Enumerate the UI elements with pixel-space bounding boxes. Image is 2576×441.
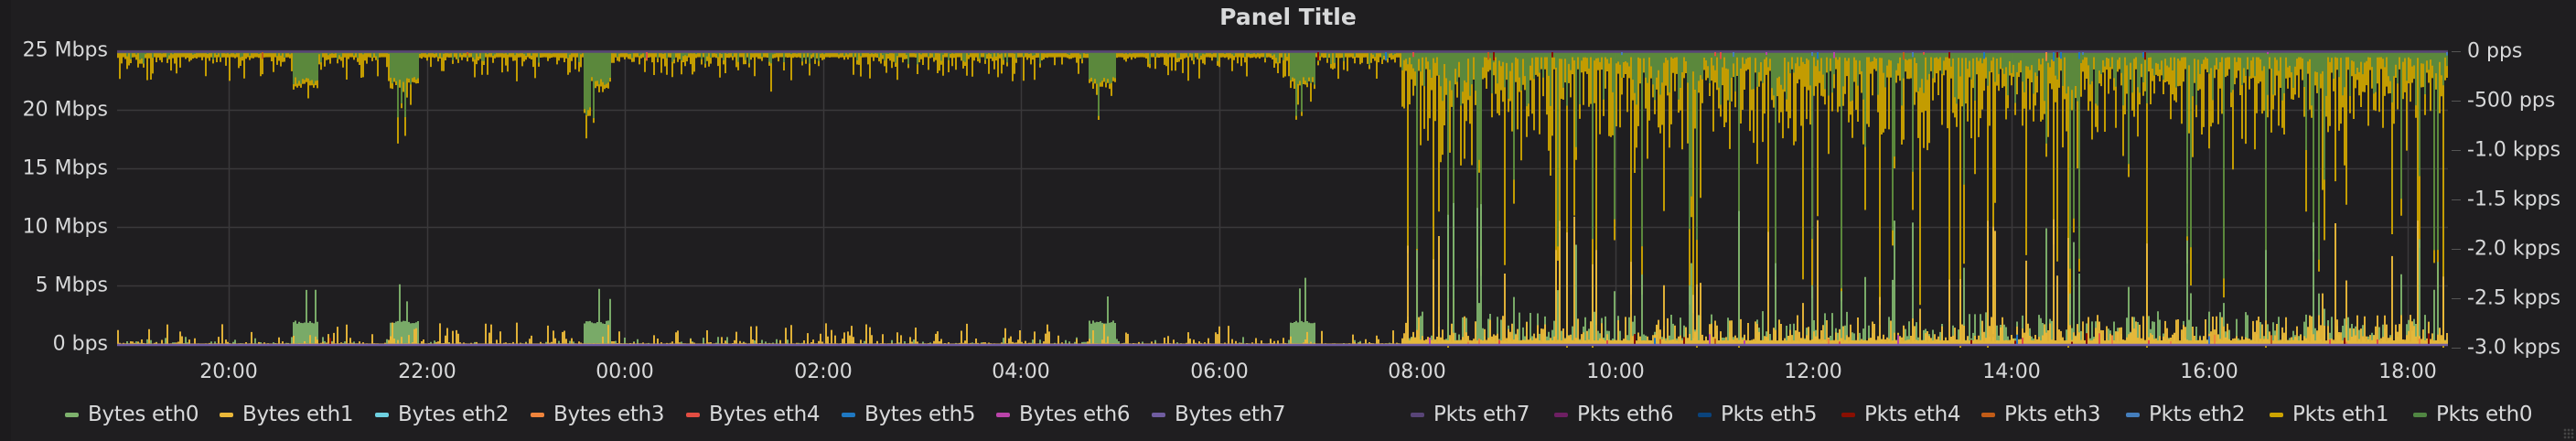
legend-item[interactable]: Pkts eth4	[1841, 400, 1960, 429]
legend-swatch-icon	[1981, 412, 1995, 417]
y-right-tick-label: -2.0 kpps	[2467, 237, 2561, 261]
legend-item[interactable]: Bytes eth2	[375, 400, 510, 429]
y-right-tick-mark	[2452, 51, 2461, 52]
packets-series	[117, 51, 2448, 348]
legend-item[interactable]: Bytes eth1	[220, 400, 354, 429]
x-tick-label: 22:00	[398, 360, 456, 383]
x-tick-label: 06:00	[1190, 360, 1249, 383]
plot-area[interactable]	[117, 48, 2450, 348]
x-tick-label: 14:00	[1982, 360, 2041, 383]
legend-swatch-icon	[65, 412, 79, 417]
panel-title[interactable]: Panel Title	[1219, 4, 1357, 30]
legend-item[interactable]: Bytes eth7	[1152, 400, 1286, 429]
y-right-tick-mark	[2452, 150, 2461, 151]
y-left-tick-label: 25 Mbps	[22, 38, 108, 62]
legend-item[interactable]: Bytes eth5	[842, 400, 976, 429]
bytes-series	[117, 202, 2448, 344]
x-tick-label: 02:00	[794, 360, 853, 383]
legend-item[interactable]: Pkts eth5	[1698, 400, 1817, 429]
legend-item[interactable]: Pkts eth6	[1554, 400, 1673, 429]
legend-swatch-icon	[1554, 412, 1568, 417]
legend-label: Pkts eth6	[1577, 403, 1674, 426]
legend-swatch-icon	[1841, 412, 1855, 417]
y-left-tick-label: 5 Mbps	[35, 274, 108, 297]
legend-item[interactable]: Pkts eth3	[1981, 400, 2100, 429]
x-tick-label: 16:00	[2180, 360, 2238, 383]
y-right-tick-mark	[2452, 348, 2461, 349]
y-left-tick-label: 10 Mbps	[22, 215, 108, 239]
legend-item[interactable]: Bytes eth4	[686, 400, 821, 429]
x-tick-label: 10:00	[1586, 360, 1645, 383]
legend-swatch-icon	[2413, 412, 2427, 417]
legend-label: Pkts eth1	[2292, 403, 2389, 426]
legend-item[interactable]: Pkts eth1	[2270, 400, 2388, 429]
legend-label: Bytes eth4	[709, 403, 821, 426]
legend-label: Bytes eth5	[864, 403, 976, 426]
legend-item[interactable]: Bytes eth6	[996, 400, 1131, 429]
y-right-tick-mark	[2452, 199, 2461, 200]
series-pkts-eth0	[117, 51, 2448, 298]
y-right-tick-mark	[2452, 298, 2461, 299]
y-right-tick-mark	[2452, 249, 2461, 250]
legend-swatch-icon	[996, 412, 1010, 417]
series-bytes-eth0	[117, 202, 2448, 344]
series-bytes-eth1	[117, 216, 2448, 344]
legend-label: Pkts eth5	[1721, 403, 1818, 426]
legend-label: Bytes eth0	[88, 403, 199, 426]
legend-swatch-icon	[2270, 412, 2283, 417]
x-tick-label: 00:00	[596, 360, 654, 383]
legend-item[interactable]: Pkts eth7	[1411, 400, 1530, 429]
x-tick-label: 12:00	[1784, 360, 1842, 383]
resize-handle-icon[interactable]	[2563, 428, 2574, 439]
legend-swatch-icon	[2126, 412, 2140, 417]
legend-label: Pkts eth0	[2436, 403, 2533, 426]
legend-item[interactable]: Bytes eth3	[531, 400, 665, 429]
legend-swatch-icon	[220, 412, 233, 417]
legend-label: Bytes eth2	[398, 403, 510, 426]
x-tick-label: 08:00	[1388, 360, 1446, 383]
legend-swatch-icon	[1152, 412, 1165, 417]
legend-label: Pkts eth4	[1864, 403, 1961, 426]
minor-series	[262, 52, 2448, 344]
legend-swatch-icon	[686, 412, 700, 417]
y-left-tick-label: 15 Mbps	[22, 156, 108, 180]
legend: Bytes eth0 Bytes eth1 Bytes eth2 Bytes eth3…	[0, 400, 2576, 429]
legend-label: Pkts eth3	[2004, 403, 2101, 426]
legend-item[interactable]: Pkts eth0	[2413, 400, 2532, 429]
legend-label: Bytes eth3	[553, 403, 665, 426]
legend-swatch-icon	[375, 412, 389, 417]
panel-edge	[0, 0, 11, 441]
y-right-tick-label: -3.0 kpps	[2467, 336, 2561, 360]
x-tick-label: 20:00	[199, 360, 258, 383]
legend-label: Bytes eth1	[242, 403, 354, 426]
legend-label: Bytes eth7	[1175, 403, 1286, 426]
y-right-tick-mark	[2452, 101, 2461, 102]
legend-label: Pkts eth7	[1433, 403, 1530, 426]
legend-swatch-icon	[1411, 412, 1424, 417]
y-right-tick-label: -2.5 kpps	[2467, 286, 2561, 310]
y-right-tick-label: -1.5 kpps	[2467, 188, 2561, 211]
legend-item[interactable]: Bytes eth0	[65, 400, 199, 429]
legend-swatch-icon	[531, 412, 544, 417]
x-tick-label: 04:00	[992, 360, 1050, 383]
legend-label: Pkts eth2	[2149, 403, 2246, 426]
legend-item[interactable]: Pkts eth2	[2126, 400, 2245, 429]
legend-label: Bytes eth6	[1019, 403, 1131, 426]
legend-swatch-icon	[842, 412, 855, 417]
y-right-tick-label: -500 pps	[2467, 89, 2556, 113]
y-right-tick-label: 0 pps	[2467, 39, 2523, 63]
y-right-tick-label: -1.0 kpps	[2467, 138, 2561, 162]
x-tick-label: 18:00	[2378, 360, 2437, 383]
y-left-tick-label: 0 bps	[52, 332, 108, 356]
y-left-tick-label: 20 Mbps	[22, 98, 108, 122]
legend-swatch-icon	[1698, 412, 1712, 417]
